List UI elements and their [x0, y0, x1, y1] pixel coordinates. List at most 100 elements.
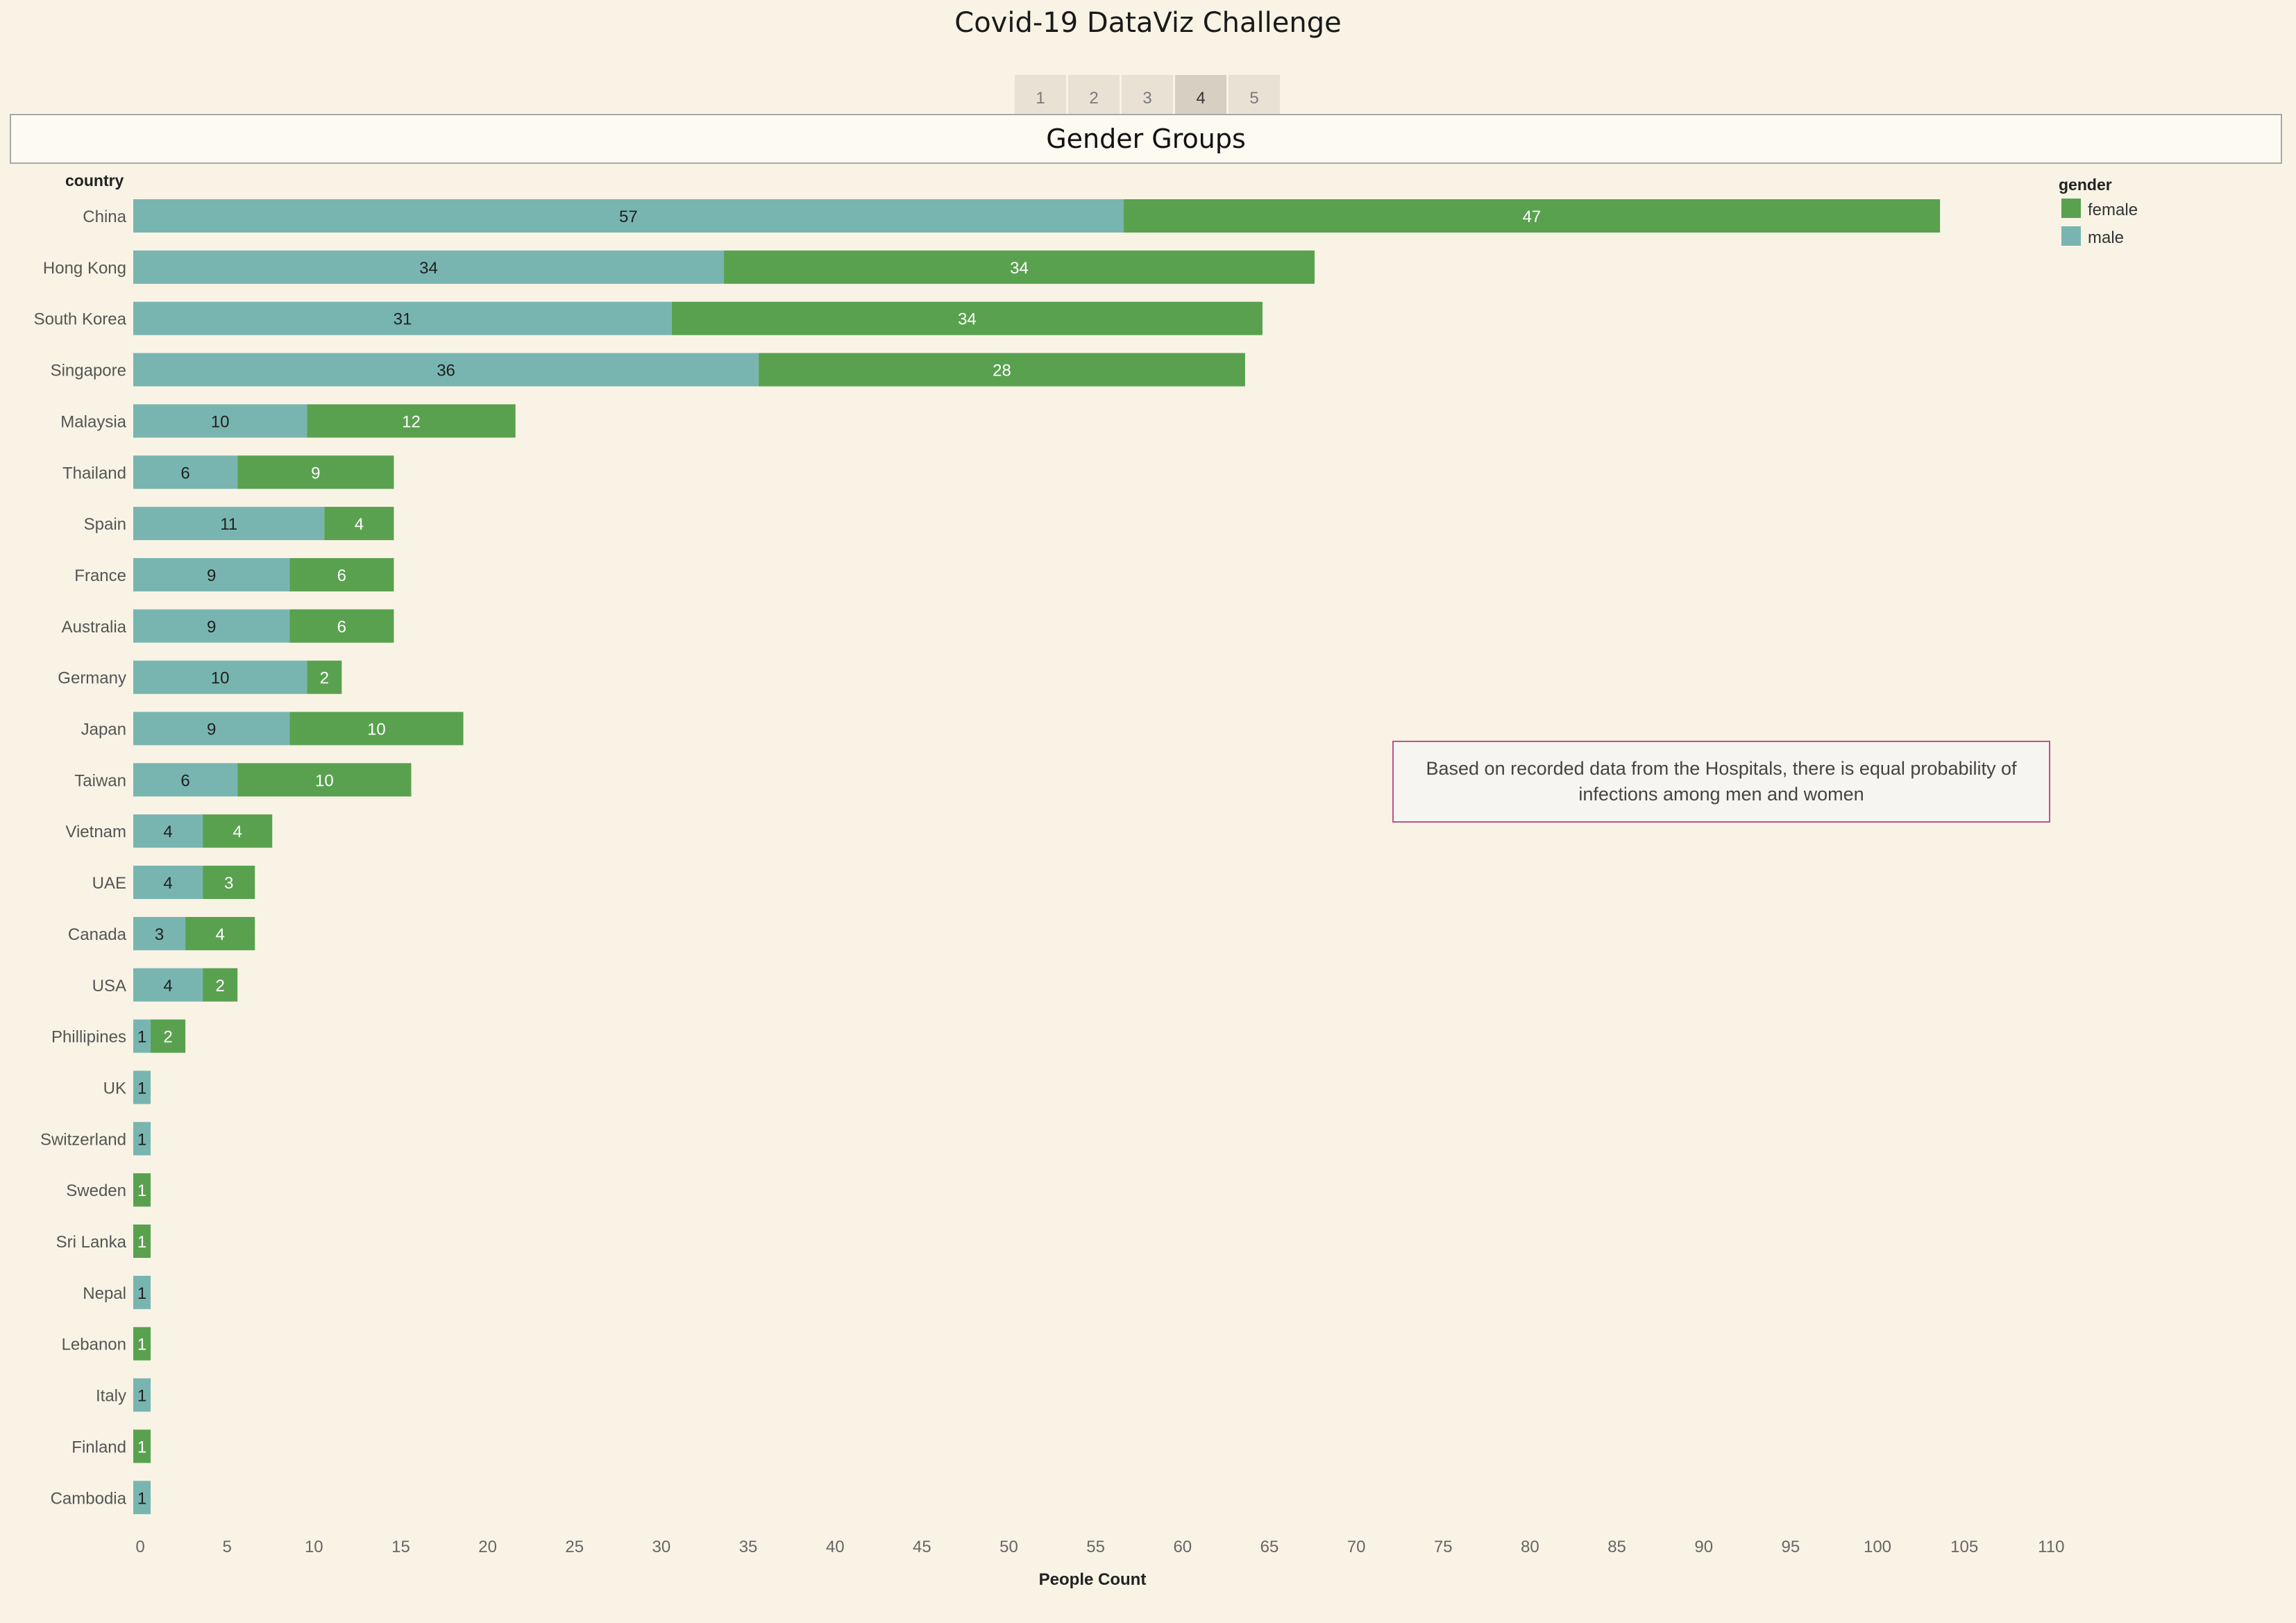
bar-female[interactable]	[724, 250, 1315, 284]
x-ticks: 0 5 10 15 20 25 30 35 40 45 50 55 60 65 70 75 80 85 90 95 10…	[135, 1538, 2064, 1556]
bar-female[interactable]	[307, 404, 516, 438]
x-tick-label: 10	[305, 1538, 323, 1556]
data-label: 1	[137, 1130, 146, 1149]
bar-male[interactable]	[133, 814, 203, 848]
bar-male[interactable]	[133, 968, 203, 1002]
tab-5[interactable]: 5	[1229, 75, 1280, 114]
bar-female[interactable]	[289, 557, 394, 591]
bar-male[interactable]	[133, 1275, 151, 1309]
category-label: Japan	[81, 721, 126, 739]
bar-female[interactable]	[133, 1225, 151, 1258]
data-label: 2	[215, 977, 224, 995]
bar-female[interactable]	[133, 1173, 151, 1207]
bar-male[interactable]	[133, 1019, 151, 1053]
data-label: 11	[220, 515, 237, 534]
category-label: Finland	[71, 1438, 126, 1456]
y-axis-title: country	[65, 171, 124, 190]
data-label: 1	[137, 1233, 146, 1252]
category-label: Italy	[96, 1387, 126, 1406]
data-label: 4	[355, 515, 364, 534]
bar-male[interactable]	[133, 1378, 151, 1412]
bar-female[interactable]	[324, 507, 394, 541]
bar-female[interactable]	[237, 455, 394, 489]
bar-female[interactable]	[185, 916, 255, 950]
data-label: 4	[163, 823, 172, 841]
x-tick-label: 45	[913, 1538, 931, 1556]
bar-female[interactable]	[203, 866, 255, 900]
x-tick-label: 65	[1260, 1538, 1279, 1556]
legend: gender female male	[2059, 176, 2138, 247]
x-tick-label: 95	[1781, 1538, 1800, 1556]
row-labels: China Hong Kong South Korea Singapore Malays…	[34, 208, 127, 1508]
bar-female[interactable]	[133, 1429, 151, 1463]
legend-label-male: male	[2088, 228, 2124, 247]
data-label: 34	[958, 310, 977, 329]
bar-female[interactable]	[237, 763, 412, 797]
bar-male[interactable]	[133, 1070, 151, 1104]
bar-male[interactable]	[133, 660, 307, 694]
bar-male[interactable]	[133, 916, 186, 950]
x-tick-label: 55	[1086, 1538, 1105, 1556]
bar-male[interactable]	[133, 1122, 151, 1156]
x-tick-label: 90	[1694, 1538, 1713, 1556]
annotation-box: Based on recorded data from the Hospital…	[1392, 741, 2050, 823]
bar-male[interactable]	[133, 1481, 151, 1515]
category-label: Hong Kong	[43, 259, 126, 278]
data-label: 6	[337, 566, 346, 585]
bar-male[interactable]	[133, 199, 1124, 233]
data-label: 10	[367, 721, 386, 739]
bar-male[interactable]	[133, 507, 325, 541]
data-label: 9	[311, 464, 320, 482]
category-label: South Korea	[34, 310, 127, 329]
x-tick-label: 80	[1521, 1538, 1539, 1556]
bar-male[interactable]	[133, 404, 307, 438]
bar-male[interactable]	[133, 609, 290, 643]
data-label: 47	[1523, 208, 1542, 226]
category-label: Cambodia	[51, 1489, 127, 1508]
x-tick-label: 60	[1173, 1538, 1192, 1556]
category-label: Thailand	[62, 464, 126, 482]
bar-male[interactable]	[133, 866, 203, 900]
data-label: 1	[137, 1387, 146, 1406]
bar-female[interactable]	[133, 1327, 151, 1361]
data-label: 6	[337, 618, 346, 637]
bar-male[interactable]	[133, 250, 725, 284]
category-label: UK	[103, 1079, 126, 1098]
bar-male[interactable]	[133, 557, 290, 591]
category-label: Phillipines	[51, 1028, 126, 1047]
bar-female[interactable]	[671, 301, 1263, 335]
bar-female[interactable]	[759, 353, 1245, 387]
x-tick-label: 0	[135, 1538, 144, 1556]
category-label: Spain	[84, 515, 126, 534]
tab-1[interactable]: 1	[1015, 75, 1066, 114]
data-label: 10	[211, 669, 230, 688]
bar-female[interactable]	[307, 660, 342, 694]
legend-swatch-male[interactable]	[2061, 226, 2081, 246]
category-label: Sweden	[66, 1181, 126, 1200]
bar-female[interactable]	[203, 814, 273, 848]
data-label: 4	[233, 823, 242, 841]
bar-male[interactable]	[133, 353, 759, 387]
data-label: 4	[163, 977, 172, 995]
x-tick-label: 105	[1950, 1538, 1978, 1556]
tab-3[interactable]: 3	[1122, 75, 1173, 114]
category-label: China	[83, 208, 126, 226]
x-tick-label: 100	[1864, 1538, 1891, 1556]
bar-female[interactable]	[289, 712, 464, 746]
bar-male[interactable]	[133, 712, 290, 746]
bar-male[interactable]	[133, 455, 238, 489]
legend-swatch-female[interactable]	[2061, 199, 2081, 218]
data-label: 1	[137, 1181, 146, 1200]
bar-male[interactable]	[133, 763, 238, 797]
tab-4[interactable]: 4	[1175, 75, 1226, 114]
bar-female[interactable]	[289, 609, 394, 643]
tab-2[interactable]: 2	[1068, 75, 1120, 114]
bar-female[interactable]	[1123, 199, 1941, 233]
data-label: 6	[180, 464, 189, 482]
bar-female[interactable]	[203, 968, 238, 1002]
bar-female[interactable]	[151, 1019, 186, 1053]
bar-male[interactable]	[133, 301, 672, 335]
category-label: Malaysia	[60, 412, 126, 431]
